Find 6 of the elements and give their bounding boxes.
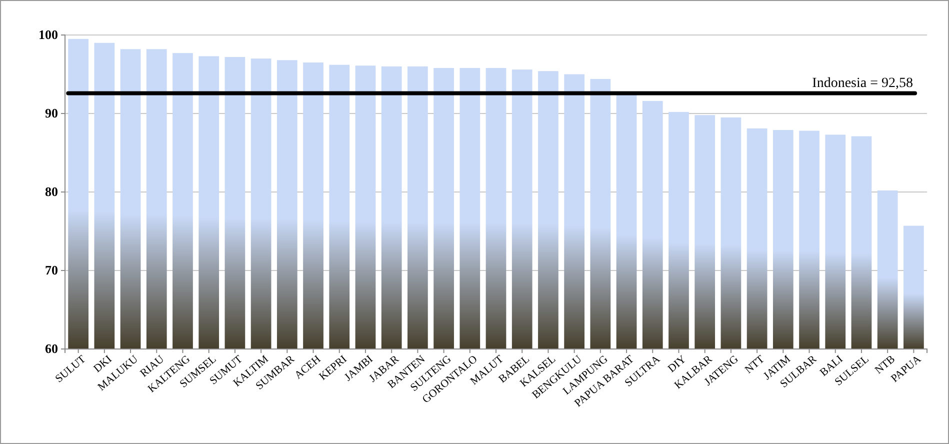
y-tick-label: 70 [45,262,58,278]
y-tick-label: 80 [45,184,58,200]
y-tick-label: 100 [38,27,58,42]
y-tick-label: 60 [45,341,58,356]
ref-line-label: Indonesia = 92,58 [812,76,913,92]
y-tick-label: 90 [45,106,58,121]
